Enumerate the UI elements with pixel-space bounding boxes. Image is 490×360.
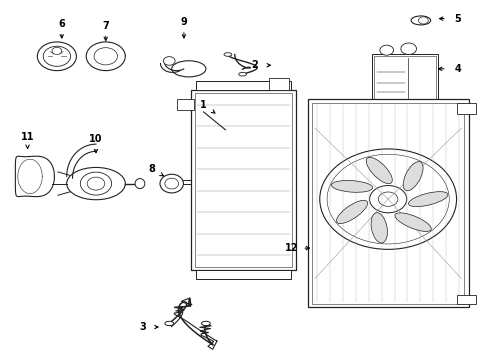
Ellipse shape xyxy=(224,53,232,56)
Text: 1: 1 xyxy=(200,100,207,110)
Text: 5: 5 xyxy=(454,14,461,24)
Bar xyxy=(176,99,194,110)
Text: 10: 10 xyxy=(89,134,103,144)
Circle shape xyxy=(52,47,62,54)
Circle shape xyxy=(37,42,76,71)
Text: 11: 11 xyxy=(21,132,34,142)
Ellipse shape xyxy=(165,321,173,325)
Ellipse shape xyxy=(403,162,423,191)
Text: 3: 3 xyxy=(139,322,146,332)
Circle shape xyxy=(418,17,428,24)
Ellipse shape xyxy=(395,213,431,231)
Bar xyxy=(195,93,293,267)
Circle shape xyxy=(369,185,407,213)
Ellipse shape xyxy=(135,179,145,189)
Bar xyxy=(374,56,436,99)
Circle shape xyxy=(327,154,449,244)
Bar xyxy=(270,78,289,90)
Bar xyxy=(308,99,469,307)
Circle shape xyxy=(43,46,71,66)
Circle shape xyxy=(163,57,175,65)
Text: 4: 4 xyxy=(454,64,461,74)
Text: 2: 2 xyxy=(251,60,258,70)
Bar xyxy=(196,270,292,279)
Ellipse shape xyxy=(331,180,373,192)
Ellipse shape xyxy=(366,157,392,184)
Bar xyxy=(196,81,292,90)
Circle shape xyxy=(401,43,416,54)
Text: 7: 7 xyxy=(102,21,109,31)
Bar xyxy=(457,103,476,114)
Text: 9: 9 xyxy=(180,17,187,27)
Circle shape xyxy=(380,45,393,55)
Ellipse shape xyxy=(239,72,246,76)
Text: 8: 8 xyxy=(149,164,156,174)
Circle shape xyxy=(86,42,125,71)
Bar xyxy=(457,295,476,304)
Ellipse shape xyxy=(201,321,210,325)
Ellipse shape xyxy=(165,178,178,189)
Bar xyxy=(374,101,384,110)
Text: 12: 12 xyxy=(285,243,298,253)
Circle shape xyxy=(94,48,118,65)
Bar xyxy=(406,101,418,108)
Ellipse shape xyxy=(337,200,368,224)
Bar xyxy=(313,103,464,304)
Ellipse shape xyxy=(411,16,431,25)
Circle shape xyxy=(80,172,112,195)
Bar xyxy=(372,54,438,101)
Bar xyxy=(191,90,296,270)
Circle shape xyxy=(320,149,457,249)
Circle shape xyxy=(378,192,398,206)
Ellipse shape xyxy=(67,167,125,200)
Ellipse shape xyxy=(160,174,183,193)
Ellipse shape xyxy=(409,192,448,207)
Circle shape xyxy=(87,177,105,190)
Ellipse shape xyxy=(172,61,206,77)
Ellipse shape xyxy=(371,213,388,243)
Text: 6: 6 xyxy=(58,19,65,29)
